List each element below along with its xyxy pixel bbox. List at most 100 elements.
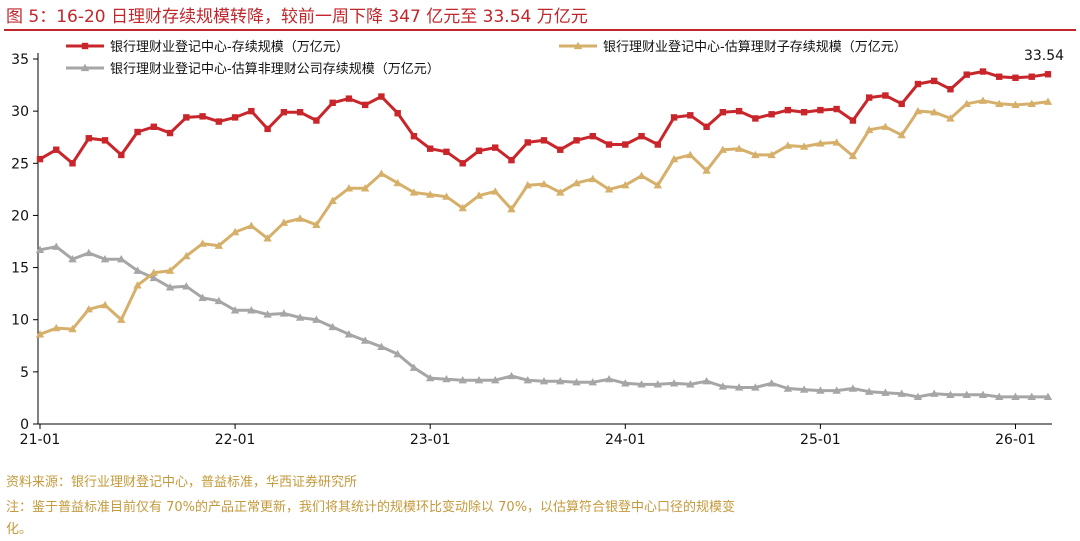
footnote-line-2: 化。 bbox=[6, 522, 33, 537]
data-point bbox=[638, 132, 645, 140]
legend: 银行理财业登记中心-存续规模（万亿元） 银行理财业登记中心-估算理财子存续规模（万… bbox=[66, 40, 907, 77]
data-point bbox=[622, 141, 629, 148]
data-point bbox=[881, 388, 890, 396]
data-point bbox=[718, 145, 728, 153]
data-point bbox=[85, 135, 92, 142]
data-point bbox=[312, 220, 321, 228]
data-point bbox=[231, 114, 239, 121]
series-0 bbox=[36, 68, 1052, 167]
data-point bbox=[458, 376, 467, 384]
series-layer bbox=[35, 68, 1053, 401]
data-point bbox=[556, 188, 565, 196]
data-point bbox=[35, 330, 45, 338]
legend-label: 银行理财业登记中心-存续规模（万亿元） bbox=[110, 40, 349, 55]
data-point bbox=[848, 384, 858, 392]
data-point bbox=[719, 108, 727, 116]
data-point bbox=[898, 100, 905, 108]
data-point bbox=[394, 110, 401, 117]
data-point bbox=[69, 160, 76, 167]
data-point bbox=[442, 374, 451, 383]
data-point bbox=[279, 218, 289, 226]
data-point bbox=[263, 310, 272, 318]
data-point bbox=[557, 146, 564, 153]
data-point bbox=[84, 305, 93, 313]
data-point bbox=[52, 242, 61, 250]
x-tick-label: 22-01 bbox=[215, 432, 256, 448]
data-point bbox=[589, 132, 596, 140]
data-point bbox=[458, 203, 467, 212]
data-point bbox=[68, 324, 77, 333]
data-point bbox=[117, 315, 126, 323]
data-point bbox=[670, 114, 678, 121]
data-point bbox=[848, 151, 858, 160]
data-point bbox=[149, 268, 159, 276]
data-point bbox=[784, 106, 792, 114]
data-point bbox=[182, 282, 191, 290]
data-point bbox=[978, 96, 988, 104]
data-point bbox=[199, 113, 206, 120]
data-point bbox=[296, 108, 304, 116]
data-point bbox=[81, 42, 89, 50]
data-point bbox=[149, 273, 159, 282]
data-point bbox=[409, 363, 419, 371]
data-point bbox=[377, 342, 386, 350]
data-point bbox=[604, 185, 614, 193]
data-point bbox=[1027, 99, 1036, 107]
data-point bbox=[1012, 74, 1019, 81]
data-point bbox=[492, 144, 499, 151]
source-note: 资料来源：银行业理财登记中心，普益标准，华西证券研究所 bbox=[6, 475, 358, 490]
data-point bbox=[459, 160, 466, 167]
axes: 0 5 10 15 20 25 30 35 21-01 22-01 23-01 24-01 25-01 2… bbox=[11, 52, 1052, 448]
data-point bbox=[134, 128, 141, 136]
data-point bbox=[443, 148, 450, 156]
data-point bbox=[897, 130, 906, 139]
data-point bbox=[751, 383, 760, 391]
y-tick-label: 25 bbox=[11, 156, 29, 172]
data-point bbox=[573, 137, 580, 144]
data-point bbox=[198, 239, 207, 247]
data-point bbox=[248, 107, 255, 115]
data-point bbox=[832, 138, 841, 146]
data-point bbox=[832, 386, 841, 394]
data-point bbox=[425, 373, 435, 382]
data-point bbox=[703, 123, 710, 130]
data-point bbox=[947, 86, 954, 93]
data-point bbox=[962, 99, 971, 107]
data-point bbox=[214, 241, 224, 249]
y-tick-label: 15 bbox=[11, 261, 29, 277]
data-point bbox=[669, 154, 679, 163]
data-point bbox=[165, 283, 175, 291]
data-point bbox=[962, 390, 971, 398]
data-point bbox=[653, 180, 663, 189]
data-point bbox=[556, 377, 565, 385]
series-2 bbox=[35, 242, 1053, 401]
data-point bbox=[280, 108, 288, 116]
data-point bbox=[604, 374, 614, 383]
data-point bbox=[52, 323, 61, 332]
data-point bbox=[718, 382, 728, 390]
data-point bbox=[573, 41, 583, 50]
y-tick-label: 10 bbox=[11, 313, 29, 329]
data-point bbox=[767, 150, 776, 159]
data-point bbox=[621, 180, 630, 189]
x-tick-label: 21-01 bbox=[20, 432, 61, 448]
line-chart: 银行理财业登记中心-存续规模（万亿元） 银行理财业登记中心-估算理财子存续规模（万… bbox=[11, 40, 1064, 448]
y-tick-label: 30 bbox=[11, 104, 29, 120]
data-point bbox=[849, 117, 857, 124]
data-point bbox=[669, 379, 679, 387]
data-point bbox=[100, 255, 110, 263]
data-point bbox=[35, 245, 45, 253]
data-point bbox=[735, 107, 743, 115]
data-point bbox=[686, 150, 695, 159]
data-point bbox=[474, 376, 484, 384]
data-point bbox=[1043, 97, 1053, 105]
data-point bbox=[263, 234, 272, 242]
footnote-line-1: 注：鉴于普益标准目前仅有 70%的产品正常更新，我们将其统计的规模环比变动除以 … bbox=[6, 500, 736, 515]
data-point bbox=[930, 77, 938, 85]
data-point bbox=[800, 108, 808, 116]
data-point bbox=[752, 115, 759, 122]
data-point bbox=[475, 147, 483, 154]
data-point bbox=[377, 169, 386, 177]
data-point bbox=[344, 184, 354, 192]
x-tick-label: 26-01 bbox=[995, 432, 1036, 448]
